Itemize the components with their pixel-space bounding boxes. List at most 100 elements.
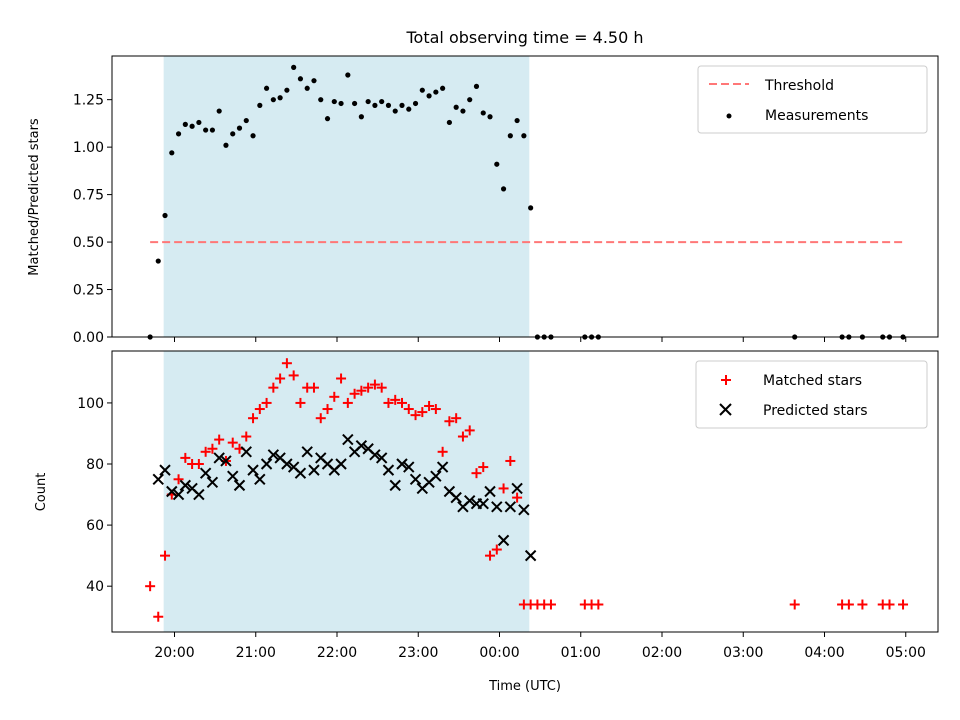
matched-star-point [369, 379, 380, 390]
predicted-star-point [301, 446, 313, 458]
bottom-axes-frame [111, 350, 939, 633]
matched-star-point [471, 468, 482, 479]
matched-star-point [173, 474, 184, 485]
top-panel: 0.00 0.25 0.50 0.75 1.00 1.25 Matched/Predict… [27, 55, 939, 346]
matched-star-point [193, 459, 204, 470]
measurement-point [507, 133, 513, 139]
matched-star-point [227, 437, 238, 448]
y-tick-label: 0.75 [73, 188, 104, 204]
x-tick-label: 03:00 [723, 645, 763, 661]
top-axes-frame [111, 55, 939, 338]
predicted-star-point [477, 498, 489, 510]
predicted-star-point [152, 473, 164, 485]
matched-star-point [430, 404, 441, 415]
matched-star-point [200, 446, 211, 457]
measurement-point [291, 64, 297, 70]
matched-star-point [451, 413, 462, 424]
measurement-point [155, 258, 161, 264]
measurement-point [270, 97, 276, 103]
predicted-star-point [294, 467, 307, 479]
y-tick-label: 100 [77, 396, 104, 412]
predicted-star-point [206, 476, 219, 489]
predicted-star-point [436, 461, 449, 473]
predicted-star-point [267, 449, 280, 461]
matched-star-point [390, 394, 401, 405]
matched-star-point [857, 599, 868, 610]
measurement-point [514, 117, 520, 124]
y-tick-label: 0.00 [73, 330, 104, 346]
measurement-point [331, 98, 337, 105]
predicted-star-point [335, 458, 347, 470]
x-tick-label: 20:00 [154, 645, 194, 661]
predicted-star-point [260, 458, 273, 470]
matched-star-point [457, 431, 468, 442]
predicted-star-point [193, 488, 205, 501]
predicted-star-point [518, 504, 530, 516]
measurement-point [257, 102, 263, 108]
bottom-points [145, 358, 909, 622]
matched-legend-label: Matched stars [763, 373, 862, 389]
matched-star-point [898, 599, 909, 610]
matched-star-point [261, 397, 272, 408]
measurement-point [494, 161, 500, 167]
x-tick-label: 01:00 [561, 645, 601, 661]
matched-star-point [254, 404, 265, 415]
bottom-legend: Matched stars Predicted stars [695, 360, 928, 429]
bottom-y-axis-label: Count [34, 473, 49, 512]
measurement-point [196, 119, 202, 126]
predicted-legend-swatch [719, 403, 732, 416]
measurement-point [412, 100, 419, 107]
matched-star-point [505, 455, 516, 466]
measurement-point [297, 76, 304, 82]
matched-star-point [342, 397, 353, 408]
measurement-point [379, 98, 385, 105]
matched-star-point [145, 581, 156, 592]
predicted-star-point [382, 464, 395, 476]
predicted-star-point [375, 452, 388, 464]
measurement-point [189, 123, 195, 129]
measurement-point [243, 117, 249, 124]
bottom-panel: 40 60 80 100 20:00 21:00 22:00 23:00 00:00 01:00… [34, 350, 939, 694]
matched-star-point [593, 599, 604, 610]
matched-star-point [153, 611, 164, 622]
y-tick-label: 1.00 [73, 140, 104, 156]
predicted-star-point [220, 455, 232, 467]
y-tick-label: 80 [86, 457, 104, 473]
matched-star-point [437, 446, 448, 457]
matched-star-point [417, 407, 428, 418]
matched-star-point [464, 425, 475, 436]
bottom-yticks: 40 60 80 100 [77, 396, 112, 595]
predicted-star-point [172, 488, 185, 501]
measurement-point [385, 102, 392, 108]
matched-star-point [545, 599, 556, 610]
measurement-point [365, 98, 371, 105]
matched-star-point [512, 492, 523, 503]
measurement-point [223, 142, 229, 148]
predicted-star-point [491, 501, 503, 513]
predicted-star-point [369, 449, 381, 461]
predicted-star-point [497, 534, 510, 547]
matched-star-point [843, 599, 854, 610]
matched-star-point [403, 404, 414, 415]
predicted-star-point [409, 473, 422, 485]
threshold-legend-label: Threshold [764, 78, 834, 94]
measurement-point [230, 131, 236, 137]
measurements-legend-label: Measurements [765, 108, 868, 124]
measurement-point [209, 127, 216, 133]
matched-star-point [336, 373, 347, 384]
x-tick-label: 22:00 [317, 645, 357, 661]
y-tick-label: 1.25 [73, 93, 104, 109]
matched-star-point [180, 452, 191, 463]
matched-star-point [383, 397, 394, 408]
matched-star-point [268, 382, 279, 393]
matched-legend-swatch [721, 375, 731, 385]
matched-star-point [241, 431, 252, 442]
measurement-point [324, 116, 331, 122]
measurement-point [203, 127, 209, 133]
measurement-point [284, 87, 290, 93]
matched-star-point [248, 413, 259, 424]
matched-star-point [322, 404, 333, 415]
matched-star-point [329, 391, 340, 402]
matched-star-point [444, 416, 455, 427]
matched-star-point [308, 382, 319, 393]
